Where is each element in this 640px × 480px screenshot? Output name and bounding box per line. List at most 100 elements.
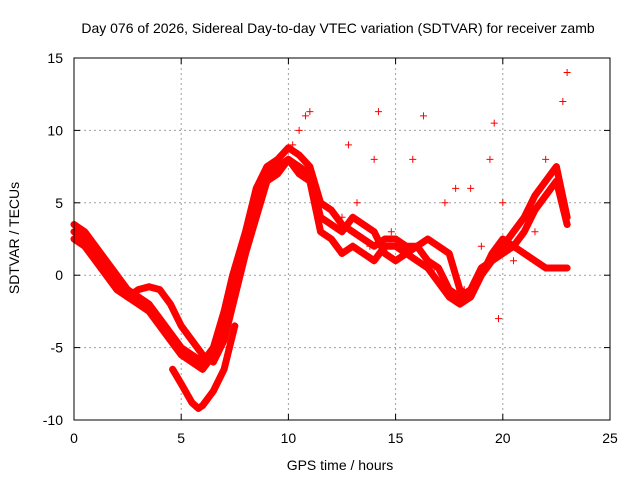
x-tick-label: 10 <box>281 430 297 446</box>
data-point <box>424 264 432 272</box>
data-point <box>263 177 271 185</box>
data-point <box>169 365 177 373</box>
data-point <box>263 163 271 171</box>
data-point <box>445 249 453 257</box>
data-point <box>563 68 571 76</box>
data-point <box>306 108 314 116</box>
tick-layer: 0 5 10 15 20 25 -10 -5 0 5 10 15 <box>43 50 618 446</box>
data-point <box>424 235 432 243</box>
data-point <box>477 271 485 279</box>
data-point <box>486 155 494 163</box>
data-point <box>531 206 539 214</box>
data-point <box>177 351 185 359</box>
data-point <box>145 300 153 308</box>
y-tick-label: -5 <box>51 340 64 356</box>
data-point <box>392 257 400 265</box>
data-point <box>156 322 164 330</box>
data-point <box>134 293 142 301</box>
data-point <box>467 293 475 301</box>
data-point <box>289 141 297 149</box>
series-band <box>169 322 239 412</box>
y-tick-label: 0 <box>55 267 63 283</box>
data-point <box>359 221 367 229</box>
data-point <box>188 399 196 407</box>
data-point <box>370 257 378 265</box>
data-point <box>338 213 346 221</box>
data-point <box>199 351 207 359</box>
data-point <box>552 184 560 192</box>
data-point <box>302 112 310 120</box>
data-point <box>327 206 335 214</box>
data-point <box>495 315 503 323</box>
data-point <box>430 264 438 272</box>
data-point <box>327 221 335 229</box>
y-tick-label: 15 <box>47 50 63 66</box>
data-point <box>145 307 153 315</box>
data-point <box>542 177 550 185</box>
data-point <box>194 404 202 412</box>
series-trace-d <box>169 322 239 412</box>
data-point <box>295 151 303 159</box>
data-point <box>188 358 196 366</box>
data-point <box>188 351 196 359</box>
data-point <box>295 126 303 134</box>
data-point <box>402 249 410 257</box>
data-point <box>344 141 352 149</box>
data-point <box>531 228 539 236</box>
data-point <box>220 365 228 373</box>
x-tick-label: 0 <box>70 430 78 446</box>
data-point <box>81 228 89 236</box>
data-point <box>353 199 361 207</box>
data-point <box>209 387 217 395</box>
x-tick-label: 25 <box>602 430 618 446</box>
data-point <box>413 257 421 265</box>
data-point <box>467 184 475 192</box>
data-point <box>113 286 121 294</box>
data-point <box>542 192 550 200</box>
data-point <box>306 170 314 178</box>
data-point <box>81 235 89 243</box>
x-axis-label: GPS time / hours <box>287 457 394 473</box>
data-point <box>284 144 292 152</box>
data-point <box>488 249 496 257</box>
data-point <box>531 192 539 200</box>
data-point <box>220 336 228 344</box>
data-point <box>274 155 282 163</box>
data-point <box>327 235 335 243</box>
data-point <box>510 257 518 265</box>
data-point <box>370 228 378 236</box>
y-tick-label: 5 <box>55 195 63 211</box>
data-point <box>563 264 571 272</box>
data-point <box>124 293 132 301</box>
data-point <box>81 242 89 250</box>
data-point <box>392 242 400 250</box>
data-point <box>317 228 325 236</box>
data-point <box>370 155 378 163</box>
data-point <box>520 213 528 221</box>
data-point <box>252 213 260 221</box>
data-point <box>499 199 507 207</box>
data-point <box>231 322 239 330</box>
data-point <box>188 336 196 344</box>
data-point <box>242 249 250 257</box>
data-point <box>542 155 550 163</box>
data-point <box>499 235 507 243</box>
data-point <box>209 358 217 366</box>
data-point <box>374 108 382 116</box>
data-point <box>477 242 485 250</box>
data-point <box>166 300 174 308</box>
data-point <box>156 286 164 294</box>
x-tick-label: 20 <box>495 430 511 446</box>
y-tick-label: 10 <box>47 122 63 138</box>
data-point <box>392 235 400 243</box>
series-spikes <box>289 68 571 323</box>
data-point <box>441 199 449 207</box>
data-point <box>102 271 110 279</box>
data-point <box>284 155 292 163</box>
data-point <box>552 163 560 171</box>
data-point <box>91 257 99 265</box>
data-point <box>460 286 468 294</box>
data-point <box>359 235 367 243</box>
data-point <box>563 213 571 221</box>
data-point <box>338 249 346 257</box>
